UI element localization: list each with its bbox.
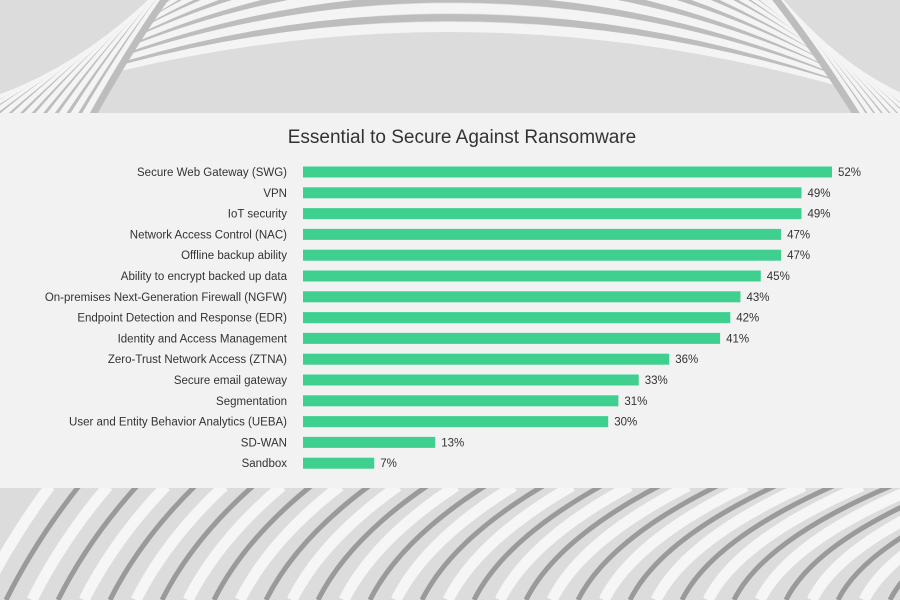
category-label: Secure email gateway (174, 375, 287, 387)
bar-value-label: 45% (767, 271, 790, 283)
bar (303, 312, 731, 324)
bar-value-label: 47% (787, 250, 810, 262)
rib-stripe (575, 483, 719, 600)
rib-stripe (183, 481, 286, 600)
category-label: SD-WAN (241, 437, 287, 449)
rib-stripe (471, 483, 603, 600)
category-label: User and Entity Behavior Analytics (UEBA… (69, 417, 287, 429)
bar (303, 416, 609, 428)
rib-stripe (3, 484, 81, 600)
bar (303, 353, 670, 365)
category-label: On-premises Next-Generation Firewall (NG… (45, 292, 287, 304)
bar-value-label: 41% (726, 333, 749, 345)
bar-value-label: 49% (807, 188, 830, 200)
category-label: Offline backup ability (181, 250, 287, 262)
bar (303, 166, 832, 178)
rib-stripe (235, 481, 344, 600)
rib-stripe (107, 484, 197, 600)
chart-panel: Essential to Secure Against Ransomware S… (0, 113, 900, 488)
rib-stripe (547, 481, 691, 600)
rib-stripe (419, 483, 545, 600)
bar (303, 457, 375, 469)
rib-stripe (755, 488, 900, 600)
rib-stripe (859, 550, 900, 600)
bar-value-label: 33% (645, 375, 668, 387)
rib-stripe (807, 515, 900, 600)
bar-value-label: 7% (380, 458, 397, 470)
rib-stripe (391, 481, 517, 600)
rib-stripe (627, 483, 777, 600)
rib-stripe (783, 505, 900, 600)
bar (303, 374, 639, 386)
rib-stripe (731, 483, 892, 600)
bar (303, 332, 721, 344)
bar-value-label: 47% (787, 229, 810, 241)
category-label: Ability to encrypt backed up data (121, 271, 288, 283)
bar (303, 249, 782, 261)
rib-stripe (679, 483, 835, 600)
background-ribs-bottom (0, 480, 900, 600)
rib-stripe (27, 482, 113, 600)
bar (303, 436, 436, 448)
rib-stripe (887, 580, 900, 600)
bar (303, 291, 741, 303)
rib-stripe (599, 481, 749, 600)
rib-stripe (287, 481, 402, 600)
rib-stripe (263, 483, 371, 600)
bar (303, 208, 802, 220)
rib-stripe (79, 482, 170, 600)
bar-value-label: 43% (746, 292, 769, 304)
rib-stripe (339, 481, 460, 600)
category-label: Network Access Control (NAC) (130, 229, 287, 241)
rib-stripe (367, 483, 487, 600)
category-label: Identity and Access Management (118, 333, 288, 345)
bar-value-label: 36% (675, 354, 698, 366)
category-label: Secure Web Gateway (SWG) (137, 167, 287, 179)
bar-value-label: 42% (736, 313, 759, 325)
rib-stripe (443, 481, 575, 600)
bar (303, 395, 619, 407)
category-label: Sandbox (242, 458, 288, 470)
rib-stripe (159, 484, 255, 600)
category-label: Endpoint Detection and Response (EDR) (77, 313, 287, 325)
rib-stripe (315, 483, 429, 600)
bar-value-label: 49% (807, 209, 830, 221)
bar-value-label: 52% (838, 167, 861, 179)
bar-value-label: 30% (614, 417, 637, 429)
rib-stripe (131, 481, 228, 600)
chart-bars: Secure Web Gateway (SWG) 52% VPN 49% IoT sec… (45, 166, 861, 470)
rib-stripe (0, 482, 55, 574)
category-label: Zero-Trust Network Access (ZTNA) (108, 354, 287, 366)
category-label: Segmentation (216, 396, 287, 408)
background-arches-top (0, 0, 900, 124)
bar (303, 228, 782, 240)
category-label: IoT security (228, 209, 287, 221)
category-label: VPN (263, 188, 287, 200)
bar (303, 270, 761, 282)
rib-stripe (703, 480, 865, 600)
rib-stripe (835, 535, 900, 600)
rib-stripe (211, 484, 313, 600)
bar (303, 187, 802, 199)
rib-stripe (651, 480, 807, 600)
rib-stripe (495, 481, 633, 600)
bar-chart: Essential to Secure Against Ransomware S… (45, 127, 861, 470)
chart-title: Essential to Secure Against Ransomware (288, 127, 637, 148)
bar-value-label: 13% (441, 437, 464, 449)
bar-value-label: 31% (624, 396, 647, 408)
rib-stripe (523, 483, 661, 600)
rib-stripe (55, 484, 139, 600)
